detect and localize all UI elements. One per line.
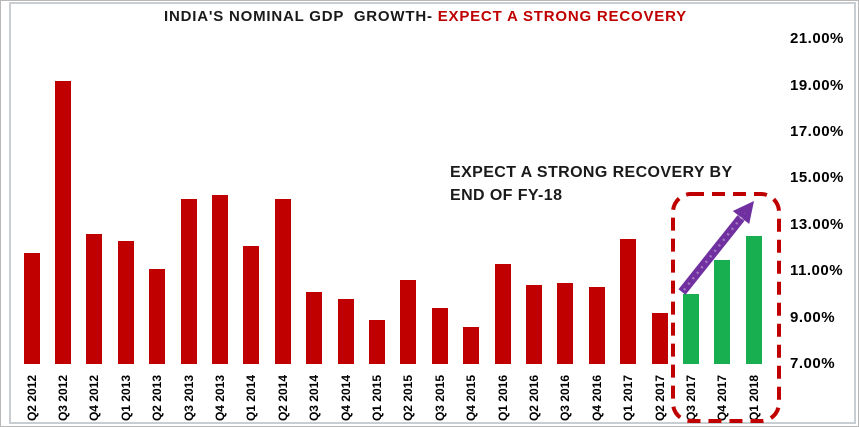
x-axis-label-q3-2014: Q3 2014 (307, 374, 322, 422)
chart-title-main: INDIA'S NOMINAL GDP GROWTH- (164, 8, 433, 25)
y-axis-label-11-00-: 11.00% (790, 262, 844, 280)
bar-q1-2017 (620, 238, 637, 364)
bar-q3-2017 (682, 294, 699, 364)
x-axis-label-q2-2013: Q2 2013 (150, 374, 165, 422)
x-axis-label-q2-2014: Q2 2014 (275, 374, 290, 422)
x-axis-label-q3-2017: Q3 2017 (683, 374, 698, 422)
x-axis-label-q2-2017: Q2 2017 (652, 374, 667, 422)
bar-q4-2013 (211, 194, 228, 364)
bar-q3-2015 (431, 308, 448, 364)
y-axis-label-21-00-: 21.00% (790, 30, 844, 48)
bar-q1-2018 (745, 236, 762, 364)
x-axis-label-q1-2015: Q1 2015 (369, 374, 384, 422)
x-axis-label-q3-2016: Q3 2016 (558, 374, 573, 422)
bar-q4-2015 (463, 326, 480, 364)
x-axis-label-q2-2015: Q2 2015 (401, 374, 416, 422)
bar-q1-2015 (368, 319, 385, 364)
y-axis-label-13-00-: 13.00% (790, 215, 844, 233)
bar-q2-2015 (400, 280, 417, 364)
x-axis-label-q3-2013: Q3 2013 (181, 374, 196, 422)
bar-q1-2013 (117, 241, 134, 364)
chart-title: INDIA'S NOMINAL GDP GROWTH- EXPECT A STR… (164, 8, 687, 25)
x-axis-label-q4-2012: Q4 2012 (87, 374, 102, 422)
y-axis-label-9-00-: 9.00% (790, 308, 836, 326)
y-axis-label-19-00-: 19.00% (790, 76, 844, 94)
bar-q4-2016 (588, 287, 605, 364)
x-axis-label-q4-2014: Q4 2014 (338, 374, 353, 422)
bar-q3-2016 (557, 282, 574, 364)
bar-q4-2014 (337, 299, 354, 364)
y-axis-label-7-00-: 7.00% (790, 355, 836, 372)
bar-q4-2012 (86, 234, 103, 364)
x-axis-label-q1-2016: Q1 2016 (495, 374, 510, 422)
bar-q3-2013 (180, 199, 197, 364)
x-axis-label-q4-2017: Q4 2017 (715, 374, 730, 422)
x-axis-label-q3-2012: Q3 2012 (55, 374, 70, 422)
bar-q2-2013 (149, 268, 166, 364)
bar-q4-2017 (714, 259, 731, 364)
y-axis-label-17-00-: 17.00% (790, 123, 844, 140)
x-axis-label-q2-2012: Q2 2012 (24, 374, 39, 422)
bar-q2-2016 (525, 285, 542, 364)
annotation-line-2: END OF FY-18 (450, 187, 563, 204)
x-axis-label-q3-2015: Q3 2015 (432, 374, 447, 422)
bar-q2-2012 (23, 252, 40, 364)
x-axis-label-q2-2016: Q2 2016 (526, 374, 541, 422)
x-axis-label-q4-2013: Q4 2013 (212, 374, 227, 422)
bar-q1-2016 (494, 264, 511, 364)
annotation-text: EXPECT A STRONG RECOVERY BY END OF FY-18 (450, 161, 733, 207)
annotation-line-1: EXPECT A STRONG RECOVERY BY (450, 164, 733, 181)
bar-q1-2014 (243, 245, 260, 364)
x-axis-label-q4-2016: Q4 2016 (589, 374, 604, 422)
bar-q2-2017 (651, 312, 668, 364)
bar-q2-2014 (274, 199, 291, 364)
x-axis-label-q1-2017: Q1 2017 (621, 374, 636, 422)
x-axis-label-q1-2014: Q1 2014 (244, 374, 259, 422)
x-axis-label-q1-2013: Q1 2013 (118, 374, 133, 422)
bar-q3-2012 (54, 80, 71, 364)
bar-q3-2014 (306, 292, 323, 364)
y-axis-label-15-00-: 15.00% (790, 169, 844, 187)
x-axis-label-q1-2018: Q1 2018 (746, 374, 761, 422)
chart-title-accent: EXPECT A STRONG RECOVERY (432, 8, 687, 25)
x-axis-label-q4-2015: Q4 2015 (464, 374, 479, 422)
